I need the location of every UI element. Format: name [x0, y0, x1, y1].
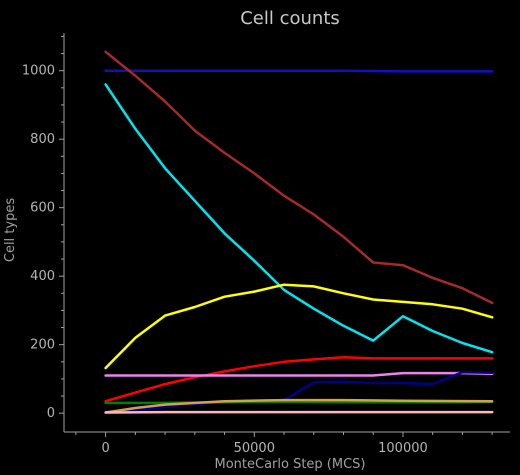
y-tick-label: 800: [30, 132, 55, 147]
chart-title: Cell counts: [240, 8, 340, 29]
y-tick-label: 600: [30, 201, 55, 216]
series-line-4: [104, 283, 494, 370]
series-line-7: [104, 370, 494, 415]
series-line-5: [104, 356, 494, 403]
x-tick-label: 0: [101, 441, 109, 456]
y-tick-label: 400: [30, 269, 55, 284]
x-tick-label: 50000: [234, 441, 275, 456]
axes: 0 200 400 600 800 1000 0 50000 100000: [22, 33, 510, 456]
x-tick-label: 100000: [378, 441, 428, 456]
series-line-3: [104, 83, 494, 354]
series-line-2: [104, 50, 494, 305]
y-axis-title: Cell types: [3, 198, 18, 262]
x-axis-title: MonteCarlo Step (MCS): [214, 457, 365, 472]
y-tick-label: 200: [30, 338, 55, 353]
series-line-9: [104, 398, 494, 414]
y-tick-label: 1000: [22, 64, 55, 79]
series-line-1: [104, 69, 494, 73]
series-group: [104, 50, 494, 415]
series-line-6: [104, 371, 494, 377]
y-tick-label: 0: [47, 406, 55, 421]
